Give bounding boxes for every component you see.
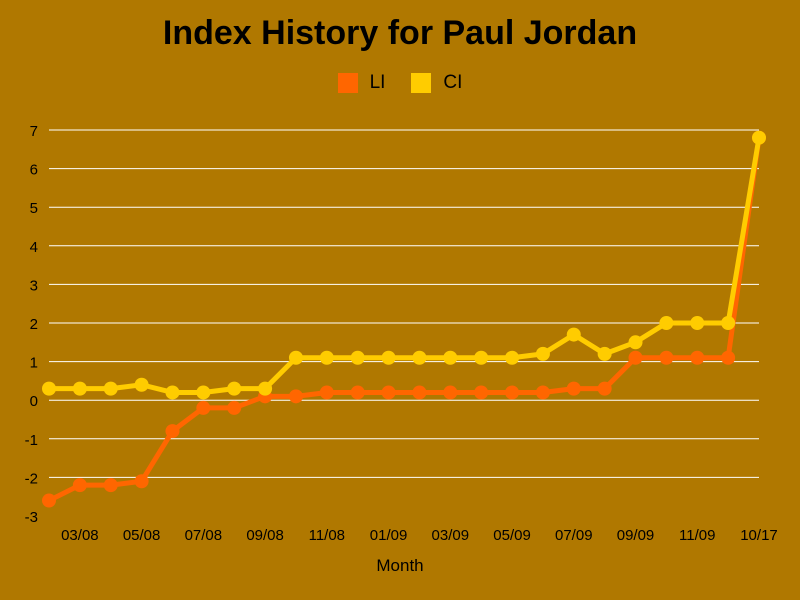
x-axis-label: Month — [376, 556, 424, 575]
data-point-ci — [412, 350, 427, 365]
y-tick-label: 5 — [30, 200, 38, 217]
data-point-li — [103, 478, 118, 493]
legend-swatch-li — [337, 73, 358, 93]
data-point-ci — [165, 385, 180, 400]
data-point-ci — [319, 350, 334, 365]
data-point-ci — [196, 385, 211, 400]
data-point-li — [381, 385, 396, 400]
series-line-li — [46, 135, 762, 504]
data-point-li — [412, 385, 427, 400]
y-tick-label: 7 — [30, 123, 38, 140]
data-point-li — [288, 389, 303, 404]
data-point-li — [597, 381, 612, 396]
y-tick-label: -1 — [25, 432, 38, 449]
data-point-ci — [258, 381, 273, 396]
legend: LI CI — [0, 72, 800, 94]
x-tick-label: 11/09 — [679, 527, 715, 544]
data-point-ci — [134, 377, 149, 392]
legend-item-li: LI — [337, 72, 386, 94]
data-point-ci — [42, 381, 56, 396]
data-point-ci — [443, 350, 458, 365]
x-tick-label: 01/09 — [370, 527, 408, 544]
data-point-ci — [72, 381, 87, 396]
data-point-li — [628, 350, 643, 365]
data-point-li — [443, 385, 458, 400]
legend-swatch-ci — [411, 73, 432, 93]
x-tick-label: 03/08 — [61, 527, 99, 544]
x-tick-label: 05/09 — [493, 527, 531, 544]
legend-label-li: LI — [369, 72, 386, 93]
data-point-li — [42, 493, 56, 508]
data-point-ci — [505, 350, 520, 365]
data-point-ci — [659, 316, 674, 330]
data-point-li — [659, 350, 674, 365]
x-tick-label: 05/08 — [123, 527, 161, 544]
chart-title: Index History for Paul Jordan — [162, 14, 638, 52]
x-tick-label: 10/17 — [740, 527, 778, 544]
y-tick-label: 6 — [30, 162, 38, 179]
data-point-ci — [288, 350, 303, 365]
data-point-li — [134, 474, 149, 489]
data-point-ci — [474, 350, 489, 365]
data-point-li — [721, 350, 736, 365]
y-tick-label: -3 — [25, 509, 38, 526]
y-tick-label: 0 — [30, 393, 38, 410]
data-point-ci — [103, 381, 118, 396]
data-point-li — [474, 385, 489, 400]
x-tick-label: 11/08 — [309, 527, 345, 544]
data-point-li — [319, 385, 334, 400]
data-point-ci — [350, 350, 365, 365]
y-tick-label: 2 — [30, 316, 38, 333]
data-point-li — [72, 478, 87, 493]
data-point-ci — [752, 130, 766, 145]
x-tick-label: 07/08 — [185, 527, 223, 544]
series-line-ci — [46, 135, 762, 395]
data-point-ci — [721, 316, 736, 330]
x-tick-label: 09/08 — [246, 527, 284, 544]
y-tick-label: -2 — [25, 470, 38, 487]
data-point-li — [505, 385, 520, 400]
y-tick-label: 4 — [30, 239, 38, 256]
data-point-ci — [381, 350, 396, 365]
data-point-ci — [566, 327, 581, 342]
data-point-li — [535, 385, 550, 400]
x-tick-label: 09/09 — [617, 527, 655, 544]
data-point-ci — [227, 381, 242, 396]
data-point-ci — [628, 335, 643, 350]
y-tick-label: 1 — [30, 355, 38, 372]
data-point-li — [165, 424, 180, 439]
legend-item-ci: CI — [411, 72, 462, 94]
legend-label-ci: CI — [443, 72, 463, 93]
data-point-ci — [690, 316, 705, 330]
data-point-li — [196, 400, 211, 415]
y-tick-label: 3 — [30, 277, 38, 294]
data-point-li — [690, 350, 705, 365]
data-point-ci — [597, 346, 612, 361]
x-tick-label: 07/09 — [555, 527, 593, 544]
data-point-ci — [535, 346, 550, 361]
data-point-li — [566, 381, 581, 396]
x-tick-label: 03/09 — [432, 527, 470, 544]
data-point-li — [350, 385, 365, 400]
data-point-li — [227, 400, 242, 415]
